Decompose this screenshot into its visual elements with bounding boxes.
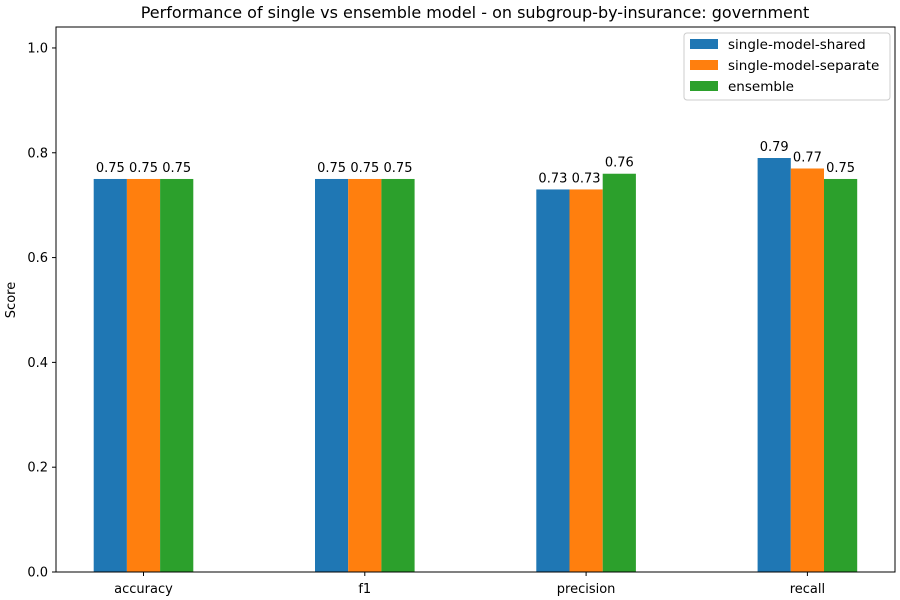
x-tick-label: accuracy [114,582,173,597]
bar-single-model-shared-f1 [315,178,349,572]
legend-label-single-model-separate: single-model-separate [728,58,879,74]
bar-value-label: 0.73 [572,171,601,186]
bar-value-label: 0.75 [162,161,191,176]
bar-value-label: 0.73 [538,171,567,186]
legend-swatch-ensemble [690,81,718,91]
bar-ensemble-recall [824,178,858,572]
bar-single-model-separate-f1 [348,178,382,572]
y-tick-label: 0.8 [27,146,48,161]
bar-value-label: 0.75 [384,161,413,176]
bar-single-model-separate-precision [569,189,603,573]
bar-single-model-separate-recall [790,168,824,572]
x-tick-label: f1 [358,582,371,597]
legend-label-single-model-shared: single-model-shared [728,37,866,53]
legend: single-model-shared single-model-separate… [683,32,891,101]
bar-ensemble-precision [602,173,636,572]
bar-value-label: 0.75 [129,161,158,176]
legend-swatch-single-model-shared [690,39,718,49]
chart-title: Performance of single vs ensemble model … [141,3,810,22]
bar-ensemble-accuracy [160,178,194,572]
y-tick-label: 0.0 [27,566,48,581]
bar-value-label: 0.75 [317,161,346,176]
y-tick-label: 0.4 [27,356,48,371]
legend-swatch-single-model-separate [690,60,718,70]
y-axis-label: Score [4,282,19,318]
bar-value-label: 0.75 [826,161,855,176]
y-tick-label: 0.6 [27,251,48,266]
y-tick-label: 1.0 [27,41,48,56]
x-tick-label: precision [557,582,616,597]
bar-ensemble-f1 [381,178,415,572]
bar-value-label: 0.75 [350,161,379,176]
axes-layer: 0.0 0.2 0.4 0.6 0.8 1.0 accuracy f1 precision rec… [27,26,896,597]
bars-layer: 0.75 0.75 0.73 0.79 0.75 0.75 0.73 0.77 0.75 0.75… [93,140,858,573]
y-tick-label: 0.2 [27,461,48,476]
bar-single-model-shared-accuracy [93,178,127,572]
bar-single-model-separate-accuracy [126,178,161,572]
bar-single-model-shared-precision [536,189,570,573]
bar-value-label: 0.77 [793,150,822,165]
bar-single-model-shared-recall [757,158,791,572]
legend-label-ensemble: ensemble [728,79,794,95]
x-tick-label: recall [790,582,825,597]
plot-frame [55,26,896,573]
bar-value-label: 0.79 [760,140,789,155]
legend-box [683,32,891,101]
bar-value-label: 0.75 [96,161,125,176]
bar-value-label: 0.76 [605,156,634,171]
